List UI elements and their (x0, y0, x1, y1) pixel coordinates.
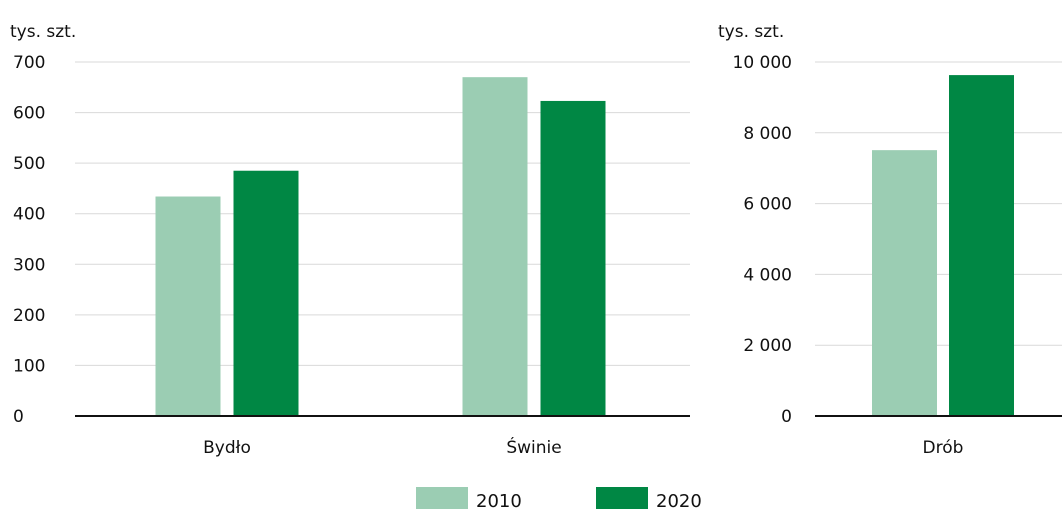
chart-poultry: tys. szt. 0 2 000 4 000 6 000 8 000 10 000 Drób (718, 22, 1062, 458)
y-tick-label: 500 (13, 154, 45, 174)
x-category-label: Bydło (203, 438, 251, 458)
y-tick-label: 10 000 (733, 53, 792, 73)
y-tick-label: 600 (13, 104, 45, 124)
chart-cattle-pigs: tys. szt. 0 100 200 300 400 500 600 700 Bydło Świn… (10, 22, 690, 458)
y-tick-label: 700 (13, 53, 45, 73)
y-tick-label: 4 000 (743, 265, 792, 285)
y-tick-label: 200 (13, 306, 45, 326)
legend: 2010 2020 (416, 487, 702, 509)
legend-label-2020: 2020 (656, 491, 702, 509)
legend-label-2010: 2010 (476, 491, 522, 509)
y-tick-label: 8 000 (743, 124, 792, 144)
y-tick-label: 100 (13, 356, 45, 376)
bar-2010-0 (155, 196, 221, 416)
y-tick-label: 300 (13, 255, 45, 275)
y-tick-label: 400 (13, 205, 45, 225)
y-unit-label: tys. szt. (10, 22, 76, 42)
bar-2020-0 (233, 170, 299, 416)
x-category-label: Świnie (506, 436, 561, 458)
bar-2020-0 (949, 75, 1014, 417)
y-tick-label: 6 000 (743, 195, 792, 215)
y-tick-label: 2 000 (743, 336, 792, 356)
legend-swatch-2010 (416, 487, 468, 509)
y-unit-label: tys. szt. (718, 22, 784, 42)
bar-2010-1 (462, 77, 528, 417)
legend-swatch-2020 (596, 487, 648, 509)
y-tick-label: 0 (781, 407, 792, 427)
bar-2010-0 (872, 150, 937, 416)
x-category-label: Drób (923, 438, 964, 458)
bar-2020-1 (540, 100, 606, 416)
y-tick-label: 0 (13, 407, 24, 427)
